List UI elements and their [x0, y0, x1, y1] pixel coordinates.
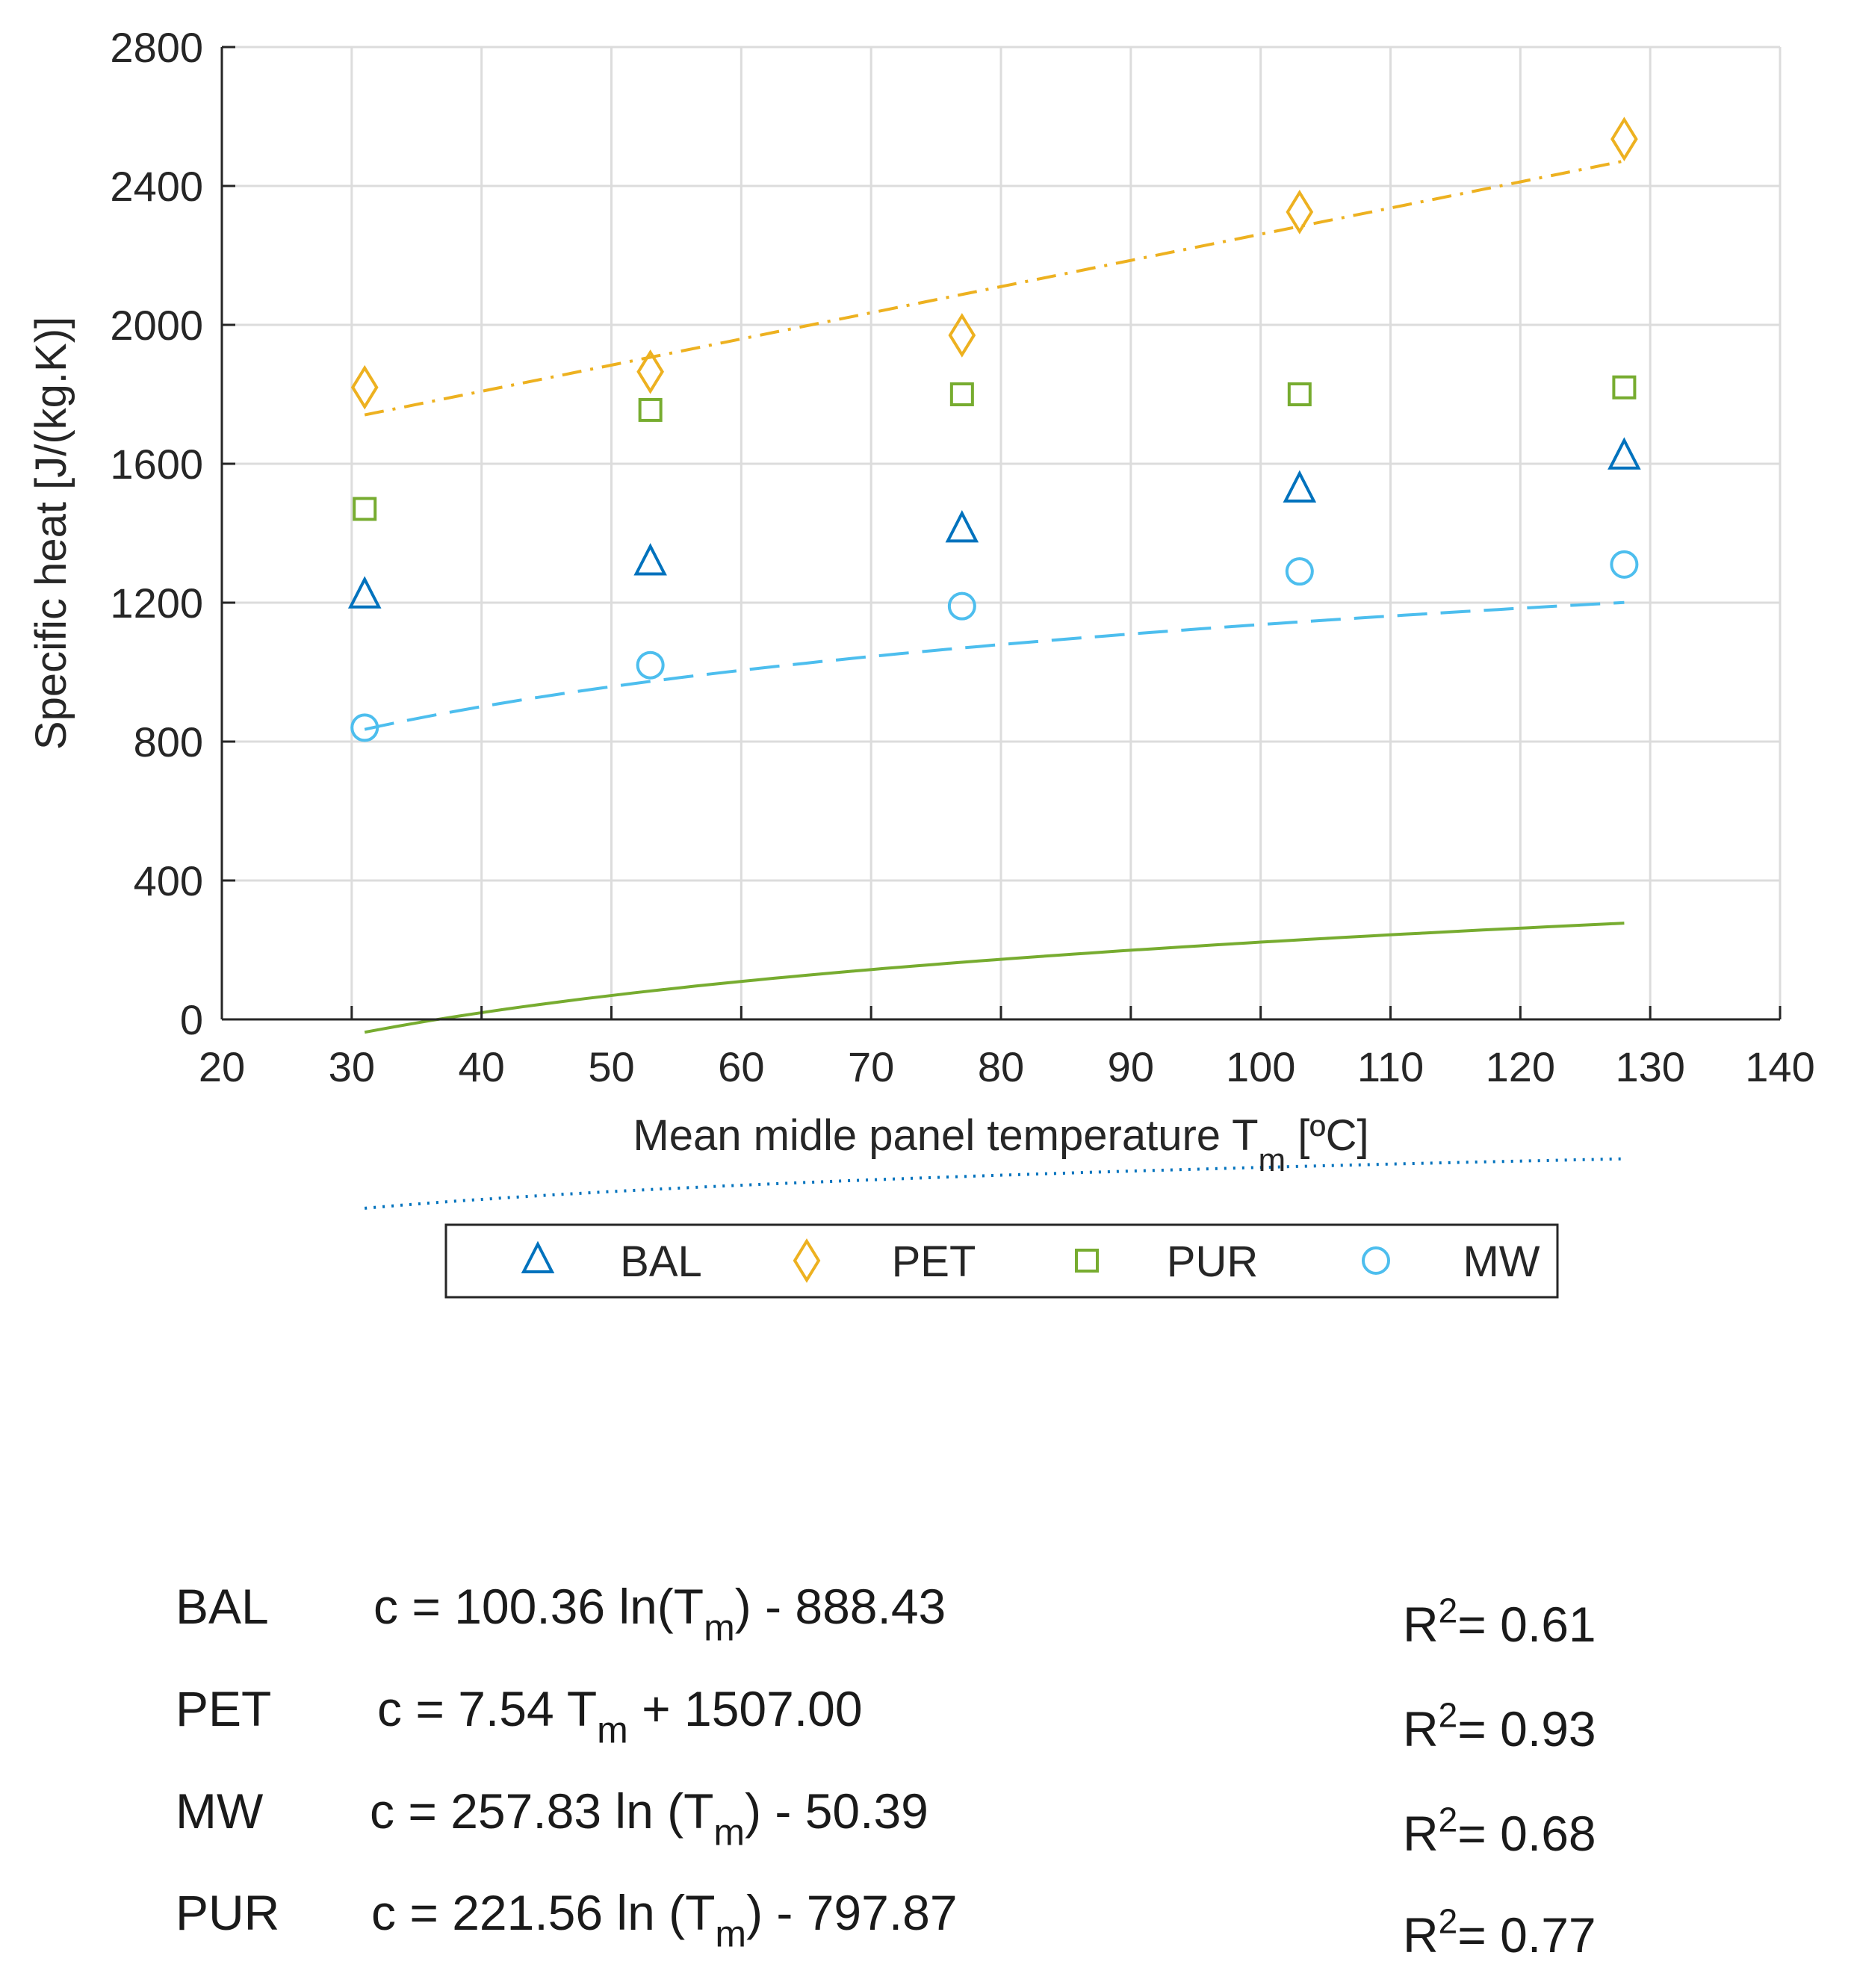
x-tick-label: 110 — [1357, 1043, 1424, 1090]
equation-bal-formula: c = 100.36 ln(Tm) - 888.43 — [373, 1579, 946, 1649]
y-tick-label: 1200 — [110, 580, 203, 627]
equation-pur-name: PUR — [176, 1885, 280, 1940]
x-tick-label: 20 — [199, 1043, 245, 1090]
data-point-pet — [1286, 190, 1314, 234]
fit-line-pur — [364, 922, 1625, 1034]
fit-line-mw — [364, 600, 1625, 731]
data-point-mw — [1610, 550, 1639, 579]
data-point-pet — [350, 364, 379, 410]
x-tick-label: 80 — [978, 1043, 1024, 1090]
data-point-bal — [945, 509, 979, 543]
x-tick-label: 40 — [459, 1043, 505, 1090]
legend-label-bal: BAL — [620, 1237, 702, 1286]
legend-box — [444, 1223, 1559, 1299]
fit-line-bal — [365, 1157, 1625, 1210]
data-point-bal — [1607, 437, 1641, 470]
data-point-bal — [633, 543, 667, 576]
x-tick-label: 60 — [718, 1043, 764, 1090]
fit-lines — [364, 159, 1625, 1210]
legend-marker-pur — [1075, 1249, 1099, 1273]
data-point-pur — [353, 497, 377, 521]
equation-mw-r2: R2= 0.68 — [1403, 1800, 1596, 1861]
data-point-mw — [947, 591, 976, 621]
data-point-mw — [636, 650, 665, 680]
data-markers — [347, 117, 1641, 742]
equation-pur-r2: R2= 0.77 — [1403, 1901, 1596, 1963]
y-tick-label: 0 — [180, 996, 203, 1043]
x-tick-label: 140 — [1745, 1043, 1814, 1090]
data-point-pet — [948, 313, 976, 358]
y-tick-label: 2800 — [110, 24, 203, 71]
data-point-bal — [1283, 470, 1317, 503]
y-tick-label: 400 — [134, 857, 203, 904]
y-axis-label: Specific heat [J/(kg.K)] — [27, 317, 75, 750]
data-point-mw — [350, 713, 379, 742]
y-tick-label: 1600 — [110, 441, 203, 488]
equation-mw-formula: c = 257.83 ln (Tm) - 50.39 — [370, 1783, 928, 1854]
equation-bal-name: BAL — [176, 1579, 269, 1634]
x-tick-label: 90 — [1108, 1043, 1154, 1090]
x-tick-label: 120 — [1486, 1043, 1555, 1090]
data-point-pur — [1612, 375, 1637, 400]
x-tick-label: 100 — [1226, 1043, 1295, 1090]
data-point-pur — [949, 382, 974, 406]
legend-marker-bal — [521, 1240, 555, 1273]
x-tick-label: 30 — [329, 1043, 375, 1090]
data-point-pur — [1287, 382, 1312, 406]
x-tick-label: 70 — [848, 1043, 894, 1090]
y-tick-label: 800 — [134, 718, 203, 765]
data-point-bal — [347, 576, 382, 609]
data-point-pet — [1610, 117, 1638, 162]
equation-pet-formula: c = 7.54 Tm + 1507.00 — [377, 1681, 863, 1751]
data-point-pur — [638, 397, 663, 422]
axes — [220, 46, 1782, 1021]
fit-line-pet — [364, 159, 1625, 417]
x-axis-label: Mean midle panel temperature Tm [ºC] — [633, 1111, 1368, 1178]
chart: 20 30 40 50 60 70 80 90 100 110 120 130 140 0 400 800 12… — [27, 24, 1815, 1299]
legend-marker-mw — [1362, 1246, 1390, 1275]
equation-bal-r2: R2= 0.61 — [1403, 1591, 1596, 1652]
equation-pet-name: PET — [176, 1681, 272, 1736]
equation-mw-name: MW — [176, 1783, 264, 1839]
legend-marker-pet — [793, 1238, 821, 1283]
tick-labels: 20 30 40 50 60 70 80 90 100 110 120 130 140 0 400 800 12… — [110, 24, 1814, 1090]
x-tick-label: 130 — [1615, 1043, 1684, 1090]
equation-pet-r2: R2= 0.93 — [1403, 1695, 1596, 1756]
y-tick-label: 2000 — [110, 302, 203, 349]
legend-label-pur: PUR — [1167, 1237, 1258, 1286]
legend-label-pet: PET — [892, 1237, 976, 1286]
data-point-pet — [636, 349, 664, 394]
x-tick-label: 50 — [588, 1043, 634, 1090]
y-tick-label: 2400 — [110, 163, 203, 210]
equation-pur-formula: c = 221.56 ln (Tm) - 797.87 — [371, 1885, 958, 1955]
grid — [222, 46, 1782, 1019]
data-point-mw — [1285, 557, 1314, 586]
legend-label-mw: MW — [1463, 1237, 1540, 1286]
legend: BAL PET PUR MW — [444, 1223, 1559, 1299]
